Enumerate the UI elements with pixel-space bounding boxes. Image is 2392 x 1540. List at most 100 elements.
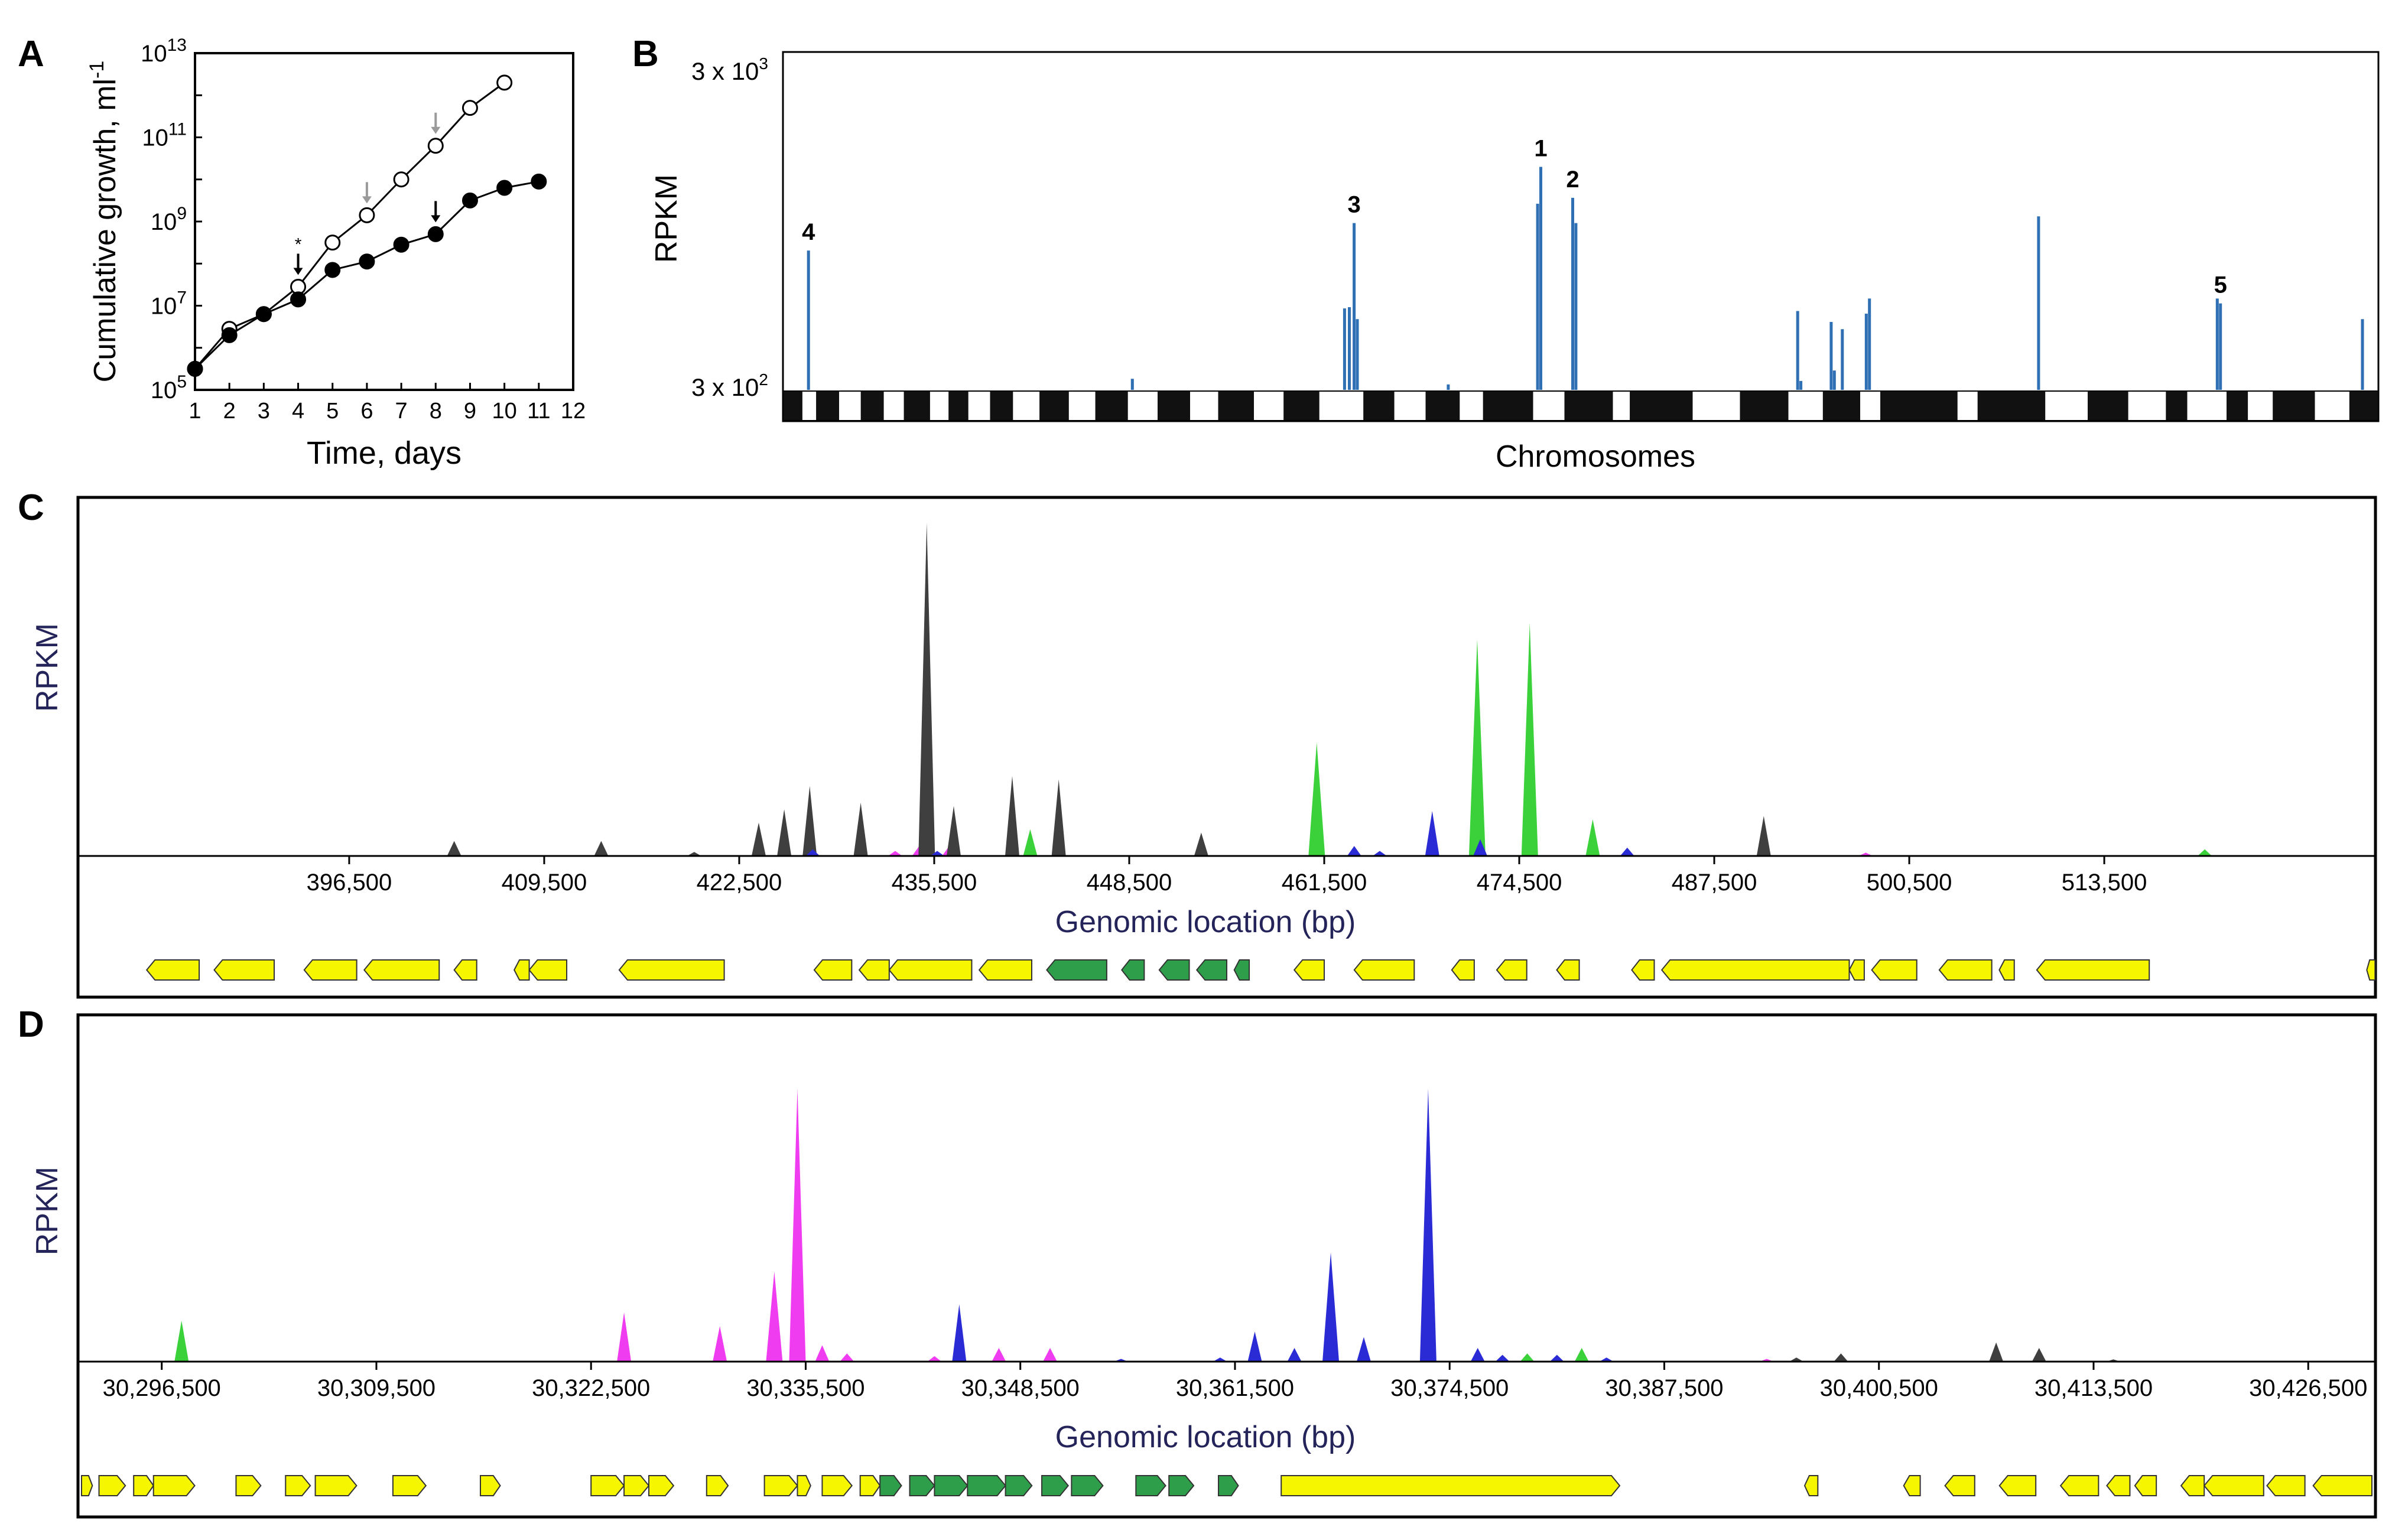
panel-b-chromosome-band bbox=[967, 390, 991, 421]
panel-b-chromosome-band bbox=[1822, 390, 1860, 421]
panel-a-x-tick-label: 3 bbox=[258, 399, 270, 424]
coverage-peak-green bbox=[1468, 639, 1486, 856]
coverage-peak-gray bbox=[802, 786, 817, 856]
gene-arrow bbox=[879, 1475, 902, 1496]
panel-a-point-open bbox=[359, 207, 375, 223]
coverage-peak-magenta bbox=[992, 1347, 1006, 1362]
panel-b-x-axis-label: Chromosomes bbox=[1496, 439, 1695, 474]
coverage-peak-magenta bbox=[789, 1089, 806, 1362]
x-tick-label: 30,361,500 bbox=[1176, 1375, 1294, 1401]
panel-a-y-tick-base: 10 bbox=[151, 294, 177, 320]
coverage-peak-green bbox=[1308, 743, 1325, 856]
coverage-peak-magenta bbox=[617, 1312, 632, 1362]
panel-b-y-tick-top: 3 x 103 bbox=[691, 54, 768, 85]
gene-arrow bbox=[81, 1475, 93, 1496]
gene-arrow bbox=[2059, 1475, 2100, 1496]
gene-arrow bbox=[1631, 959, 1655, 981]
gene-arrow bbox=[1233, 959, 1250, 981]
coverage-peak-gray bbox=[2032, 1347, 2046, 1362]
panel-a-y-axis-label: Cumulative growth, ml-1 bbox=[86, 61, 122, 383]
panel-b-chromosome-band bbox=[1532, 390, 1565, 421]
panel-a-y-tick-base: 10 bbox=[142, 125, 168, 151]
gene-arrow bbox=[363, 959, 440, 981]
gene-arrow bbox=[934, 1475, 968, 1496]
panel-a-y-tick-label: 107 bbox=[151, 288, 187, 320]
gene-arrow bbox=[235, 1475, 262, 1496]
coverage-peak-green bbox=[1574, 1347, 1589, 1362]
panel-b-chromosome-band bbox=[2273, 390, 2315, 421]
panel-b-chromosome-band bbox=[1253, 390, 1285, 421]
gene-arrow bbox=[813, 959, 853, 981]
panel-c-y-axis-label: RPKM bbox=[30, 623, 64, 712]
x-tick-label: 500,500 bbox=[1867, 870, 1952, 896]
panel-b-chromosome-band bbox=[1977, 390, 2046, 421]
gene-arrow bbox=[1451, 959, 1475, 981]
gene-arrow bbox=[706, 1475, 729, 1496]
panel-c-coverage-peaks bbox=[447, 523, 2212, 856]
panel-b-peak-label: 5 bbox=[2214, 272, 2227, 298]
panel-b-chromosome-band bbox=[2349, 390, 2379, 421]
panel-a-point-open bbox=[496, 74, 513, 91]
coverage-peak-gray bbox=[1834, 1353, 1848, 1362]
panel-a-point-filled bbox=[462, 192, 478, 209]
panel-b-chromosome-band bbox=[1425, 390, 1460, 421]
panel-d-gene-track bbox=[81, 1475, 2372, 1496]
panel-a-y-tick-exp: 9 bbox=[177, 204, 187, 223]
gene-arrow bbox=[821, 1475, 853, 1496]
panel-a-y-tick-label: 105 bbox=[151, 372, 187, 403]
gene-arrow bbox=[1848, 959, 1865, 981]
x-tick-label: 474,500 bbox=[1477, 870, 1562, 896]
panel-b-chromosome-band bbox=[2166, 390, 2188, 421]
gene-arrow bbox=[1168, 1475, 1195, 1496]
coverage-peak-gray bbox=[594, 841, 609, 856]
gene-arrow bbox=[1496, 959, 1528, 981]
panel-a-x-tick-label: 9 bbox=[464, 399, 476, 424]
panel-b-chromosome-band bbox=[929, 390, 950, 421]
gene-arrow bbox=[314, 1475, 358, 1496]
x-tick-label: 30,309,500 bbox=[317, 1375, 436, 1401]
gene-arrow bbox=[888, 959, 973, 981]
panel-b-chromosome-band bbox=[2227, 390, 2248, 421]
panel-a-point-filled bbox=[290, 291, 307, 308]
panel-b-chromosome-band bbox=[1283, 390, 1320, 421]
coverage-peak-blue bbox=[1322, 1252, 1340, 1362]
gene-arrow bbox=[909, 1475, 935, 1496]
panel-b-chromosome-band bbox=[1740, 390, 1789, 421]
gene-arrow bbox=[480, 1475, 501, 1496]
panel-b-peak-labels: 4 3 12 5 bbox=[802, 136, 2227, 298]
panel-a-arrow-head bbox=[431, 215, 441, 223]
coverage-peak-blue bbox=[1247, 1331, 1262, 1362]
panel-b-chromosome-band bbox=[2314, 390, 2350, 421]
coverage-peak-green bbox=[1520, 1353, 1535, 1362]
panel-b-chromosome-band bbox=[1039, 390, 1069, 421]
panel-b-chromosome-band bbox=[990, 390, 1013, 421]
panel-b-peak-label: 1 bbox=[1534, 136, 1547, 162]
panel-b-chromosome-band bbox=[2045, 390, 2089, 421]
panel-a-y-tick-exp: 5 bbox=[177, 372, 187, 392]
panel-c-x-ticks: 396,500 409,500 422,500 435,500 448,500 461,5… bbox=[307, 856, 2147, 896]
coverage-peak-magenta bbox=[888, 851, 902, 856]
coverage-peak-green bbox=[174, 1320, 189, 1362]
gene-arrow bbox=[1903, 1475, 1921, 1496]
panel-b-chromosome-band bbox=[1564, 390, 1613, 421]
panel-b-chromosome-band bbox=[1363, 390, 1395, 421]
panel-b-y-tick-top-exp: 3 bbox=[759, 54, 768, 73]
gene-arrow bbox=[1944, 1475, 1975, 1496]
panel-a-arrow-head bbox=[431, 126, 441, 134]
coverage-peak-gray bbox=[918, 523, 935, 856]
coverage-peak-blue bbox=[1347, 846, 1361, 856]
gene-arrow bbox=[1998, 959, 2015, 981]
coverage-peak-blue bbox=[1599, 1357, 1614, 1362]
gene-arrow bbox=[528, 959, 568, 981]
panel-letter-c: C bbox=[18, 487, 44, 528]
panel-b-chromosome-band bbox=[1218, 390, 1254, 421]
panel-d-frame bbox=[76, 1013, 2377, 1519]
x-tick-label: 30,296,500 bbox=[103, 1375, 221, 1401]
gene-arrow bbox=[2266, 1475, 2306, 1496]
panel-b-chromosome-band bbox=[1095, 390, 1128, 421]
coverage-peak-blue bbox=[930, 851, 945, 856]
coverage-peak-magenta bbox=[815, 1345, 830, 1362]
panel-b-chromosome-band bbox=[1190, 390, 1219, 421]
gene-arrow bbox=[392, 1475, 427, 1496]
